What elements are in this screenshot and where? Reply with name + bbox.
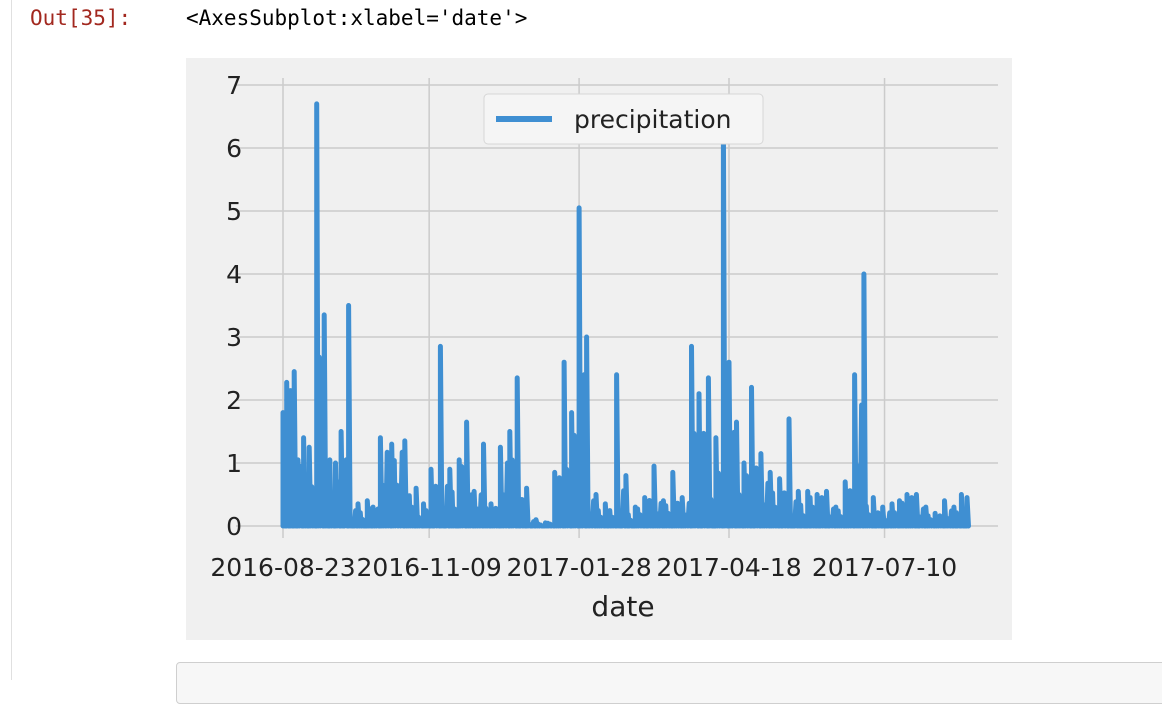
x-tick-label: 2016-11-09 <box>357 553 502 582</box>
x-tick-label: 2017-04-18 <box>656 553 801 582</box>
legend-entry-precipitation: precipitation <box>574 105 732 134</box>
x-tick-label: 2017-07-10 <box>812 553 957 582</box>
y-tick-label: 0 <box>226 512 242 541</box>
y-tick-label: 6 <box>226 134 242 163</box>
output-repr: <AxesSubplot:xlabel='date'> <box>186 6 527 30</box>
y-tick-label: 5 <box>226 197 242 226</box>
y-tick-label: 4 <box>226 260 242 289</box>
y-tick-label: 7 <box>226 71 242 100</box>
y-tick-label: 2 <box>226 386 242 415</box>
y-tick-label: 3 <box>226 323 242 352</box>
x-axis-label: date <box>591 590 654 623</box>
x-tick-label: 2017-01-28 <box>506 553 651 582</box>
output-prompt: Out[35]: <box>30 6 131 30</box>
legend: precipitation <box>484 94 763 144</box>
next-code-cell[interactable] <box>176 662 1162 704</box>
cell-left-border <box>11 0 12 680</box>
x-tick-label: 2016-08-23 <box>210 553 355 582</box>
y-tick-label: 1 <box>226 449 242 478</box>
